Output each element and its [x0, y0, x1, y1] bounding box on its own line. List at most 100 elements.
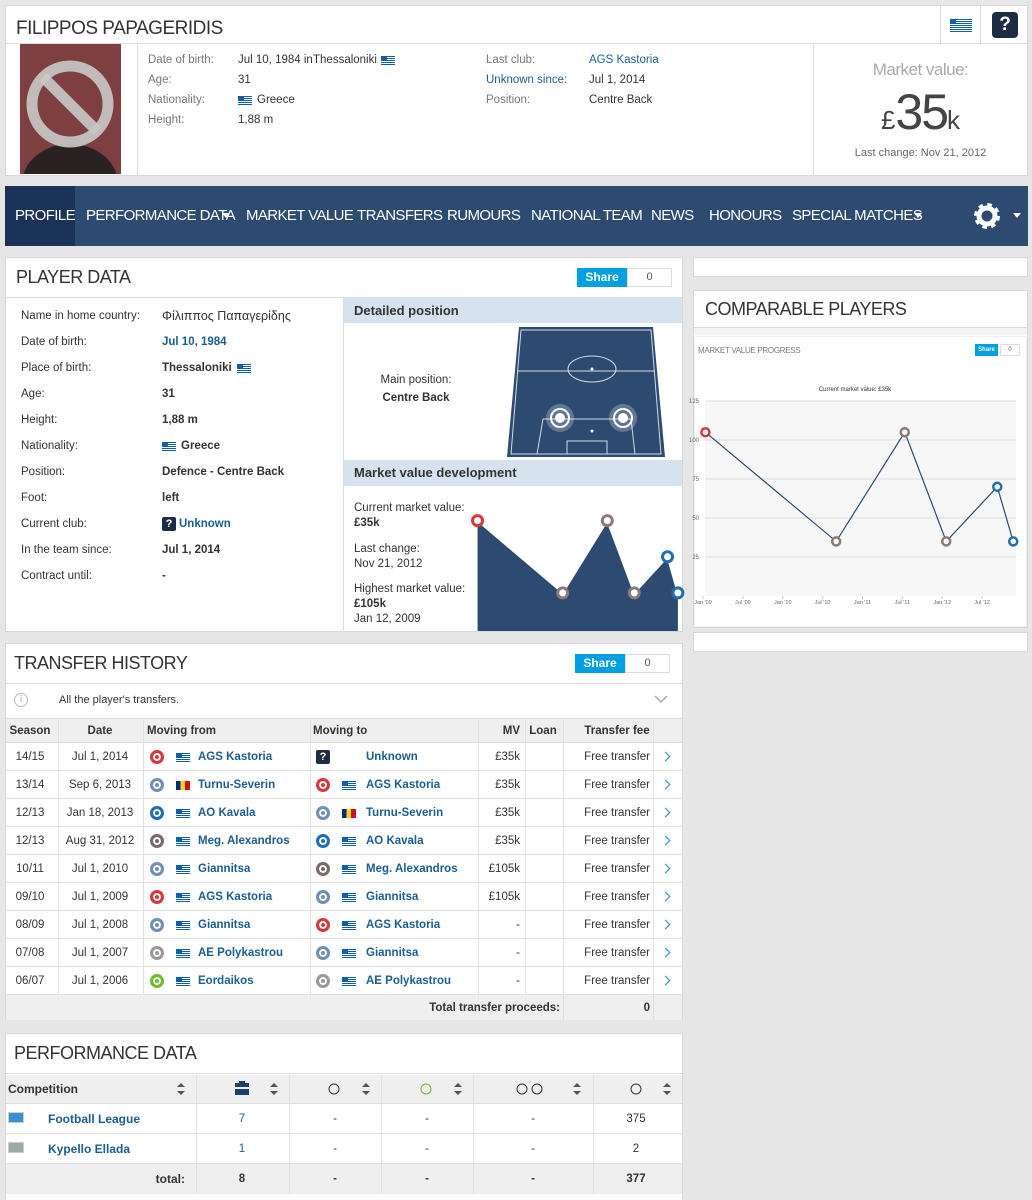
transfer-fee: Free transfer — [584, 807, 650, 819]
value: 1,88 m — [238, 114, 274, 126]
club-link[interactable]: Giannitsa — [198, 919, 251, 931]
row-border — [6, 1163, 682, 1164]
share-button[interactable]: Share — [575, 654, 625, 673]
club-link[interactable]: Eordaikos — [198, 975, 254, 987]
club-link[interactable]: AE Polykastrou — [198, 947, 283, 959]
share-button[interactable]: Share — [975, 344, 998, 356]
club-link[interactable]: Giannitsa — [366, 891, 419, 903]
nav-item[interactable]: NEWS — [651, 207, 694, 224]
nav-item[interactable]: PERFORMANCE DATA — [86, 207, 236, 224]
club-icon — [150, 890, 164, 904]
transfer-fee: Free transfer — [584, 751, 650, 763]
market-value: £105k — [488, 891, 520, 903]
club-icon — [316, 834, 330, 848]
club-link[interactable]: Meg. Alexandros — [198, 835, 290, 847]
stat: 2 — [632, 1143, 640, 1155]
total: 8 — [238, 1173, 246, 1185]
nav-item[interactable]: NATIONAL TEAM — [531, 207, 643, 224]
competition[interactable]: Kypello Ellada — [48, 1142, 131, 1156]
date: Jul 1, 2009 — [71, 891, 129, 903]
row-label: In the team since: — [21, 544, 112, 556]
label: Current market value: — [354, 502, 465, 514]
value: Jan 12, 2009 — [354, 613, 421, 625]
flag — [381, 56, 395, 65]
club-link[interactable]: AGS Kastoria — [198, 891, 273, 903]
empty-panel — [693, 257, 1028, 277]
total: - — [531, 1173, 535, 1185]
club-link[interactable]: AGS Kastoria — [198, 751, 273, 763]
label: Age: — [148, 74, 172, 86]
value: £105k — [354, 598, 386, 610]
column-header: Moving from — [147, 725, 216, 737]
row-border — [6, 910, 682, 911]
row-border — [6, 798, 682, 799]
flag — [342, 781, 356, 790]
row-value: 31 — [162, 388, 175, 400]
season: 08/09 — [15, 919, 45, 931]
section-header: Market value development — [344, 460, 682, 486]
club-link[interactable]: Giannitsa — [198, 863, 251, 875]
column-border — [473, 1075, 474, 1194]
value: Jul 1, 2014 — [589, 74, 646, 86]
column-border — [563, 995, 564, 1020]
club-link[interactable]: Meg. Alexandros — [366, 863, 458, 875]
nav-item[interactable]: RUMOURS — [447, 207, 521, 224]
nav-item[interactable]: PROFILE — [15, 207, 76, 224]
nav-item[interactable]: MARKET VALUE — [246, 207, 354, 224]
club-link[interactable]: AE Polykastrou — [366, 975, 451, 987]
club-link[interactable]: AO Kavala — [198, 807, 256, 819]
stat: - — [333, 1143, 337, 1155]
competition[interactable]: Football League — [48, 1112, 141, 1126]
divider — [6, 297, 682, 298]
expand-toggle[interactable] — [654, 694, 668, 704]
column-header: Loan — [529, 725, 557, 737]
link[interactable]: AGS Kastoria — [589, 54, 659, 66]
club-link[interactable]: Turnu-Severin — [198, 779, 276, 791]
club-link[interactable]: Giannitsa — [366, 947, 419, 959]
row-border — [6, 854, 682, 855]
column-header: Season — [9, 725, 51, 737]
season: 06/07 — [15, 975, 45, 987]
nav-item[interactable]: TRANSFERS — [357, 207, 443, 224]
row-value[interactable]: Unknown — [179, 518, 231, 530]
help-button[interactable]: ? — [992, 12, 1018, 38]
club-link[interactable]: AO Kavala — [366, 835, 424, 847]
value: Greece — [257, 94, 295, 106]
row-value[interactable]: Jul 10, 1984 — [162, 336, 227, 348]
column-border — [563, 718, 564, 995]
row-label: Nationality: — [21, 440, 78, 452]
season: 10/11 — [16, 863, 44, 875]
unit: k — [947, 105, 961, 135]
transfer-fee: Free transfer — [584, 919, 650, 931]
stat: 7 — [238, 1113, 246, 1125]
language-flag[interactable] — [950, 19, 972, 33]
club-link[interactable]: AGS Kastoria — [366, 919, 441, 931]
share-button[interactable]: Share — [577, 268, 627, 287]
club-icon — [150, 806, 164, 820]
transfer-fee: Free transfer — [584, 947, 650, 959]
flag — [176, 809, 190, 818]
row-value: left — [162, 492, 180, 504]
stat: - — [531, 1113, 535, 1125]
value: Thessaloniki — [313, 54, 377, 66]
settings-icon[interactable] — [972, 201, 1002, 231]
column-border — [58, 718, 59, 995]
date: Jul 1, 2007 — [71, 947, 129, 959]
market-value: £35k — [495, 751, 520, 763]
club-link[interactable]: AGS Kastoria — [366, 779, 441, 791]
club-link[interactable]: Turnu-Severin — [366, 807, 444, 819]
club-link[interactable]: Unknown — [366, 751, 418, 763]
nav-item[interactable]: SPECIAL MATCHES — [792, 207, 923, 224]
last-change: Last change: Nov 21, 2012 — [854, 147, 987, 159]
nav-item[interactable]: HONOURS — [709, 207, 782, 224]
column-border — [143, 718, 144, 995]
stat: - — [531, 1143, 535, 1155]
club-icon — [316, 946, 330, 960]
amount: 35 — [895, 84, 949, 140]
column-header: Competition — [8, 1082, 78, 1096]
row-border — [6, 882, 682, 883]
column-border — [653, 718, 654, 995]
season: 12/13 — [15, 835, 45, 847]
total-label: total: — [155, 1172, 185, 1186]
section-title: PLAYER DATA — [16, 267, 131, 287]
